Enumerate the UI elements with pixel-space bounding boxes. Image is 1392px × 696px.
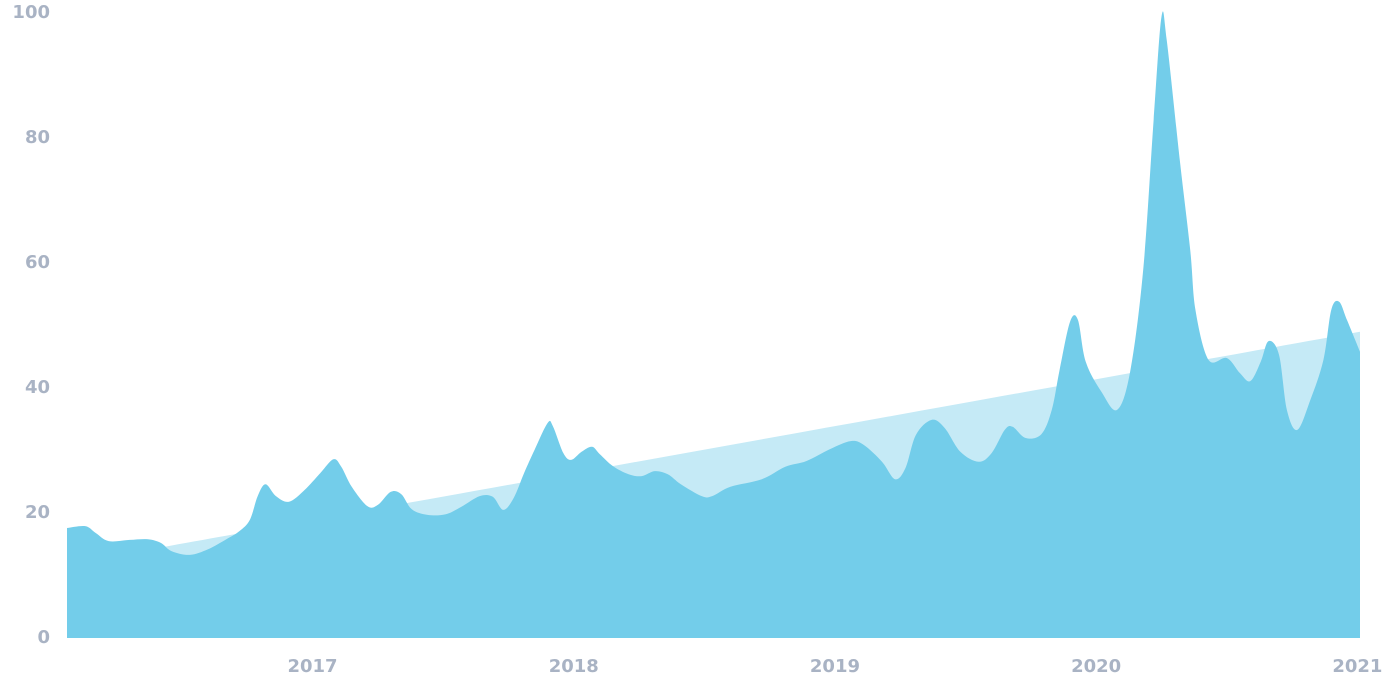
x-tick-label: 2018 <box>549 656 599 677</box>
y-tick-label: 60 <box>25 252 50 273</box>
y-tick-label: 40 <box>25 377 50 398</box>
y-tick-label: 80 <box>25 127 50 148</box>
x-tick-label: 2019 <box>810 656 860 677</box>
y-tick-label: 100 <box>12 2 50 23</box>
area <box>67 11 1360 639</box>
x-tick-label: 2017 <box>287 656 337 677</box>
x-tick-label: 2020 <box>1071 656 1121 677</box>
y-tick-label: 20 <box>25 502 50 523</box>
x-tick-label: 2021 <box>1332 656 1382 677</box>
y-tick-label: 0 <box>37 627 50 648</box>
